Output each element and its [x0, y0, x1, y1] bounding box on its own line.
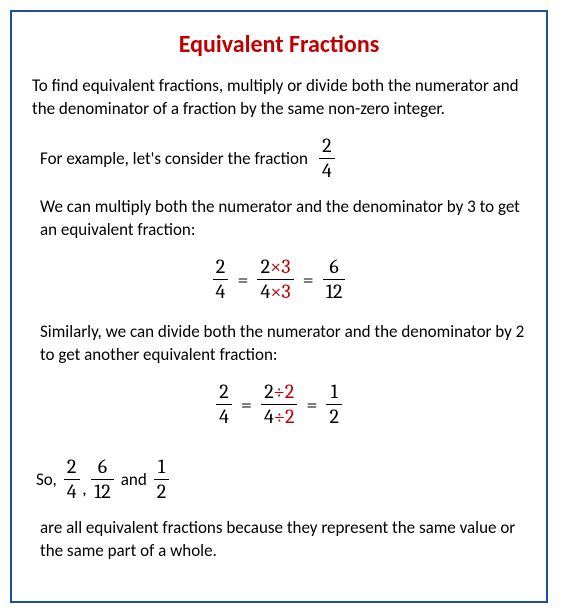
- equals-sign: =: [237, 268, 248, 291]
- fraction: 2 4: [216, 381, 232, 428]
- equation-divide: 2 4 = 2÷2 4÷2 = 1 2: [32, 381, 526, 428]
- equation-multiply: 2 4 = 2×3 4×3 = 6 12: [32, 256, 526, 303]
- page-title: Equivalent Fractions: [32, 30, 526, 59]
- denominator: 4: [216, 404, 232, 428]
- fraction-expanded: 2×3 4×3: [257, 256, 293, 303]
- numerator: 2÷2: [261, 381, 297, 404]
- denominator: 2: [154, 479, 169, 503]
- denominator: 4: [213, 279, 229, 303]
- fraction: 2 4: [64, 456, 80, 503]
- denominator: 4: [319, 158, 335, 182]
- fraction-expanded: 2÷2 4÷2: [261, 381, 297, 428]
- divide-op: ÷: [274, 405, 285, 428]
- numerator: 1: [155, 456, 168, 479]
- divide-op: ÷: [274, 380, 285, 403]
- numerator: 1: [328, 381, 341, 404]
- so-label: So,: [36, 469, 57, 490]
- denominator: 4: [64, 479, 80, 503]
- denominator: 12: [323, 279, 346, 303]
- equals-sign: =: [306, 393, 317, 416]
- conclusion-paragraph: are all equivalent fractions because the…: [32, 517, 526, 563]
- example-intro: For example, let's consider the fraction…: [32, 135, 526, 182]
- multiply-paragraph: We can multiply both the numerator and t…: [32, 196, 526, 242]
- document-frame: Equivalent Fractions To find equivalent …: [10, 10, 548, 603]
- denominator: 2: [326, 404, 341, 428]
- numerator: 6: [326, 256, 341, 279]
- so-line: So, 2 4 , 6 12 and 1 2: [32, 456, 526, 503]
- divide-paragraph: Similarly, we can divide both the numera…: [32, 321, 526, 367]
- times-op: ×: [270, 280, 281, 303]
- comma: ,: [83, 480, 87, 503]
- numerator: 2: [319, 135, 334, 158]
- numerator: 2: [216, 381, 231, 404]
- fraction: 6 12: [91, 456, 114, 503]
- denominator: 4÷2: [261, 404, 297, 428]
- numerator: 2×3: [258, 256, 294, 279]
- and-label: and: [121, 469, 147, 490]
- fraction: 2 4: [213, 256, 229, 303]
- base-fraction: 2 4: [319, 135, 335, 182]
- example-text: For example, let's consider the fraction: [40, 148, 308, 169]
- numerator: 6: [95, 456, 110, 479]
- fraction: 1 2: [154, 456, 169, 503]
- fraction: 1 2: [326, 381, 341, 428]
- denominator: 4×3: [257, 279, 293, 303]
- intro-paragraph: To find equivalent fractions, multiply o…: [32, 75, 526, 121]
- numerator: 2: [64, 456, 79, 479]
- equals-sign: =: [303, 268, 314, 291]
- denominator: 12: [91, 479, 114, 503]
- equals-sign: =: [241, 393, 252, 416]
- numerator: 2: [213, 256, 228, 279]
- times-op: ×: [270, 255, 281, 278]
- fraction: 6 12: [323, 256, 346, 303]
